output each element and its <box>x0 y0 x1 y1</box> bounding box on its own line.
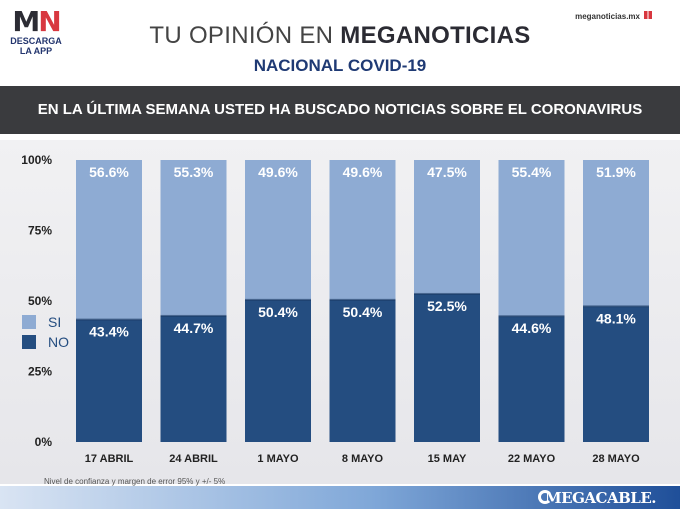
bar-si <box>583 160 649 307</box>
bar-divider <box>160 314 227 317</box>
stacked-bar-chart: 0% 25% 50% 75% 100% 56.6% 43.4% 55.3% 44.7% 49.6… <box>21 153 649 465</box>
data-label-no: 50.4% <box>343 304 383 320</box>
bar-divider <box>245 298 311 301</box>
download-app-line2: LA APP <box>19 46 53 56</box>
y-tick-label: 25% <box>28 365 52 379</box>
y-tick-label: 75% <box>28 224 52 238</box>
bar-si <box>245 160 311 300</box>
meganoticias-logo[interactable]: MN DESCARGA LA APP <box>10 5 62 57</box>
data-label-no: 48.1% <box>596 310 636 326</box>
megacable-logo-icon <box>538 490 552 504</box>
legend-swatch <box>22 315 36 329</box>
data-label-si: 56.6% <box>89 164 129 180</box>
page-subtitle: NACIONAL COVID-19 <box>253 56 427 75</box>
data-label-si: 55.4% <box>512 164 552 180</box>
logo-mark: MN <box>12 5 61 38</box>
data-label-si: 49.6% <box>343 164 383 180</box>
bar-no <box>583 306 649 442</box>
data-label-si: 55.3% <box>174 164 214 180</box>
legend-swatch <box>22 335 36 349</box>
x-tick-label: 15 MAY <box>428 453 467 465</box>
y-tick-label: 50% <box>28 294 52 308</box>
bars-group: 56.6% 43.4% 55.3% 44.7% 49.6% 50.4% 49.6% 50.4%… <box>76 160 649 442</box>
bar-si <box>414 160 480 294</box>
data-label-no: 43.4% <box>89 324 129 340</box>
footnote: Nivel de confianza y margen de error 95%… <box>44 477 226 486</box>
bar-divider <box>498 315 565 318</box>
legend-label: NO <box>48 334 69 350</box>
bar-divider <box>583 305 649 308</box>
bar-no <box>245 299 311 442</box>
data-label-si: 51.9% <box>596 164 636 180</box>
y-tick-label: 100% <box>21 153 52 167</box>
x-tick-label: 1 MAYO <box>257 453 299 465</box>
megacable-brand: MEGACABLE. <box>545 489 656 507</box>
bar-no <box>76 319 142 442</box>
x-tick-label: 24 ABRIL <box>169 453 218 465</box>
bar-si <box>498 160 565 317</box>
bar-divider <box>329 298 396 301</box>
title-bold: MEGANOTICIAS <box>340 22 531 49</box>
y-tick-label: 0% <box>35 435 53 449</box>
title-light: TU OPINIÓN EN <box>149 22 341 49</box>
bottom-bar <box>0 486 680 509</box>
data-label-no: 52.5% <box>427 298 467 314</box>
legend: SI NO <box>22 314 69 350</box>
bar-si <box>160 160 227 316</box>
bar-no <box>160 315 227 442</box>
site-url[interactable]: meganoticias.mx <box>575 12 640 21</box>
page-title: TU OPINIÓN EN MEGANOTICIAS <box>0 22 680 50</box>
bar-si <box>76 160 142 320</box>
x-axis: 17 ABRIL 24 ABRIL 1 MAYO 8 MAYO 15 MAY 22 MAY… <box>85 453 640 465</box>
bar-si <box>329 160 396 300</box>
bar-divider <box>414 292 480 295</box>
download-app-line1: DESCARGA <box>10 36 62 46</box>
bar-no <box>498 316 565 442</box>
y-axis: 0% 25% 50% 75% 100% <box>21 153 52 449</box>
legend-label: SI <box>48 314 61 330</box>
x-tick-label: 8 MAYO <box>342 453 384 465</box>
question-band: EN LA ÚLTIMA SEMANA USTED HA BUSCADO NOT… <box>0 86 680 134</box>
x-tick-label: 17 ABRIL <box>85 453 134 465</box>
data-label-no: 44.6% <box>512 320 552 336</box>
x-tick-label: 28 MAYO <box>592 453 640 465</box>
bar-divider <box>76 318 142 321</box>
data-label-si: 47.5% <box>427 164 467 180</box>
data-label-no: 44.7% <box>174 320 214 336</box>
flag-icon <box>644 11 652 19</box>
data-label-no: 50.4% <box>258 304 298 320</box>
data-label-si: 49.6% <box>258 164 298 180</box>
bar-no <box>329 299 396 442</box>
bar-no <box>414 293 480 442</box>
x-tick-label: 22 MAYO <box>508 453 556 465</box>
